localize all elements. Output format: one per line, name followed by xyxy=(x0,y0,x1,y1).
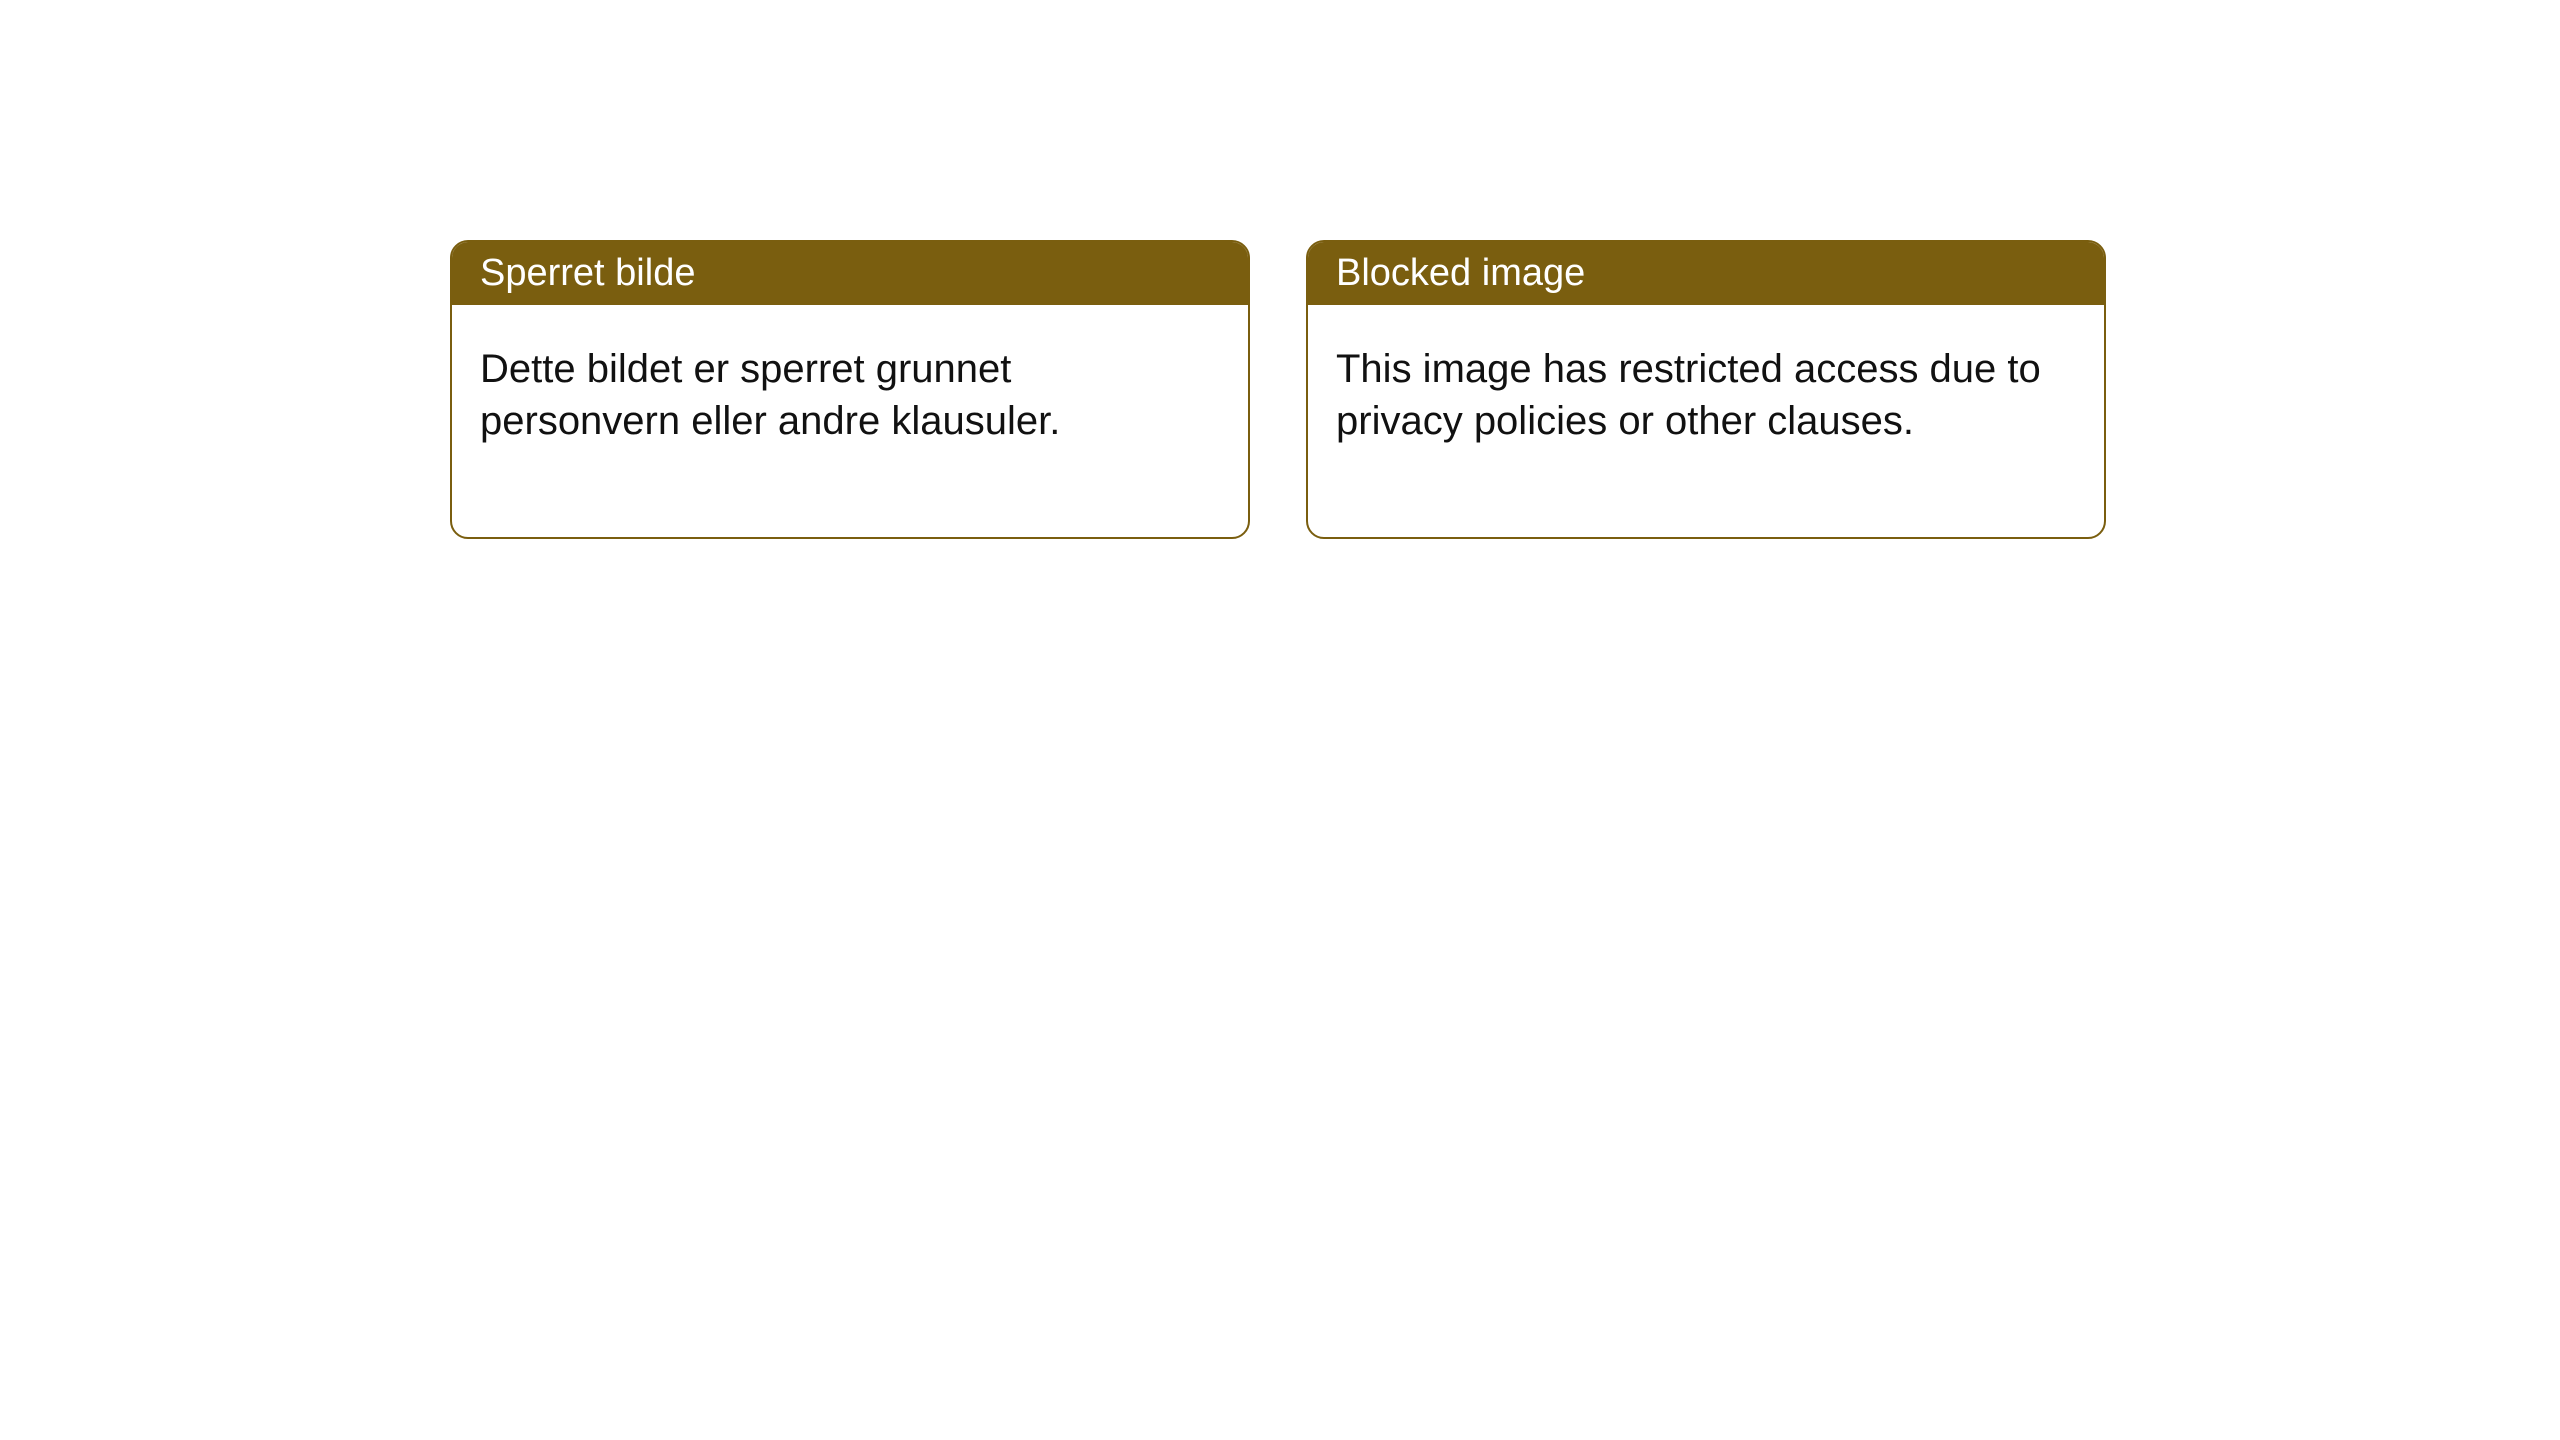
card-title: Blocked image xyxy=(1336,252,1585,294)
card-header: Sperret bilde xyxy=(452,242,1248,305)
card-body: This image has restricted access due to … xyxy=(1308,305,2104,537)
card-body: Dette bildet er sperret grunnet personve… xyxy=(452,305,1248,537)
notice-cards-container: Sperret bilde Dette bildet er sperret gr… xyxy=(450,240,2106,539)
card-header: Blocked image xyxy=(1308,242,2104,305)
card-body-text: Dette bildet er sperret grunnet personve… xyxy=(480,347,1060,443)
notice-card-norwegian: Sperret bilde Dette bildet er sperret gr… xyxy=(450,240,1250,539)
card-title: Sperret bilde xyxy=(480,252,695,294)
card-body-text: This image has restricted access due to … xyxy=(1336,347,2041,443)
notice-card-english: Blocked image This image has restricted … xyxy=(1306,240,2106,539)
